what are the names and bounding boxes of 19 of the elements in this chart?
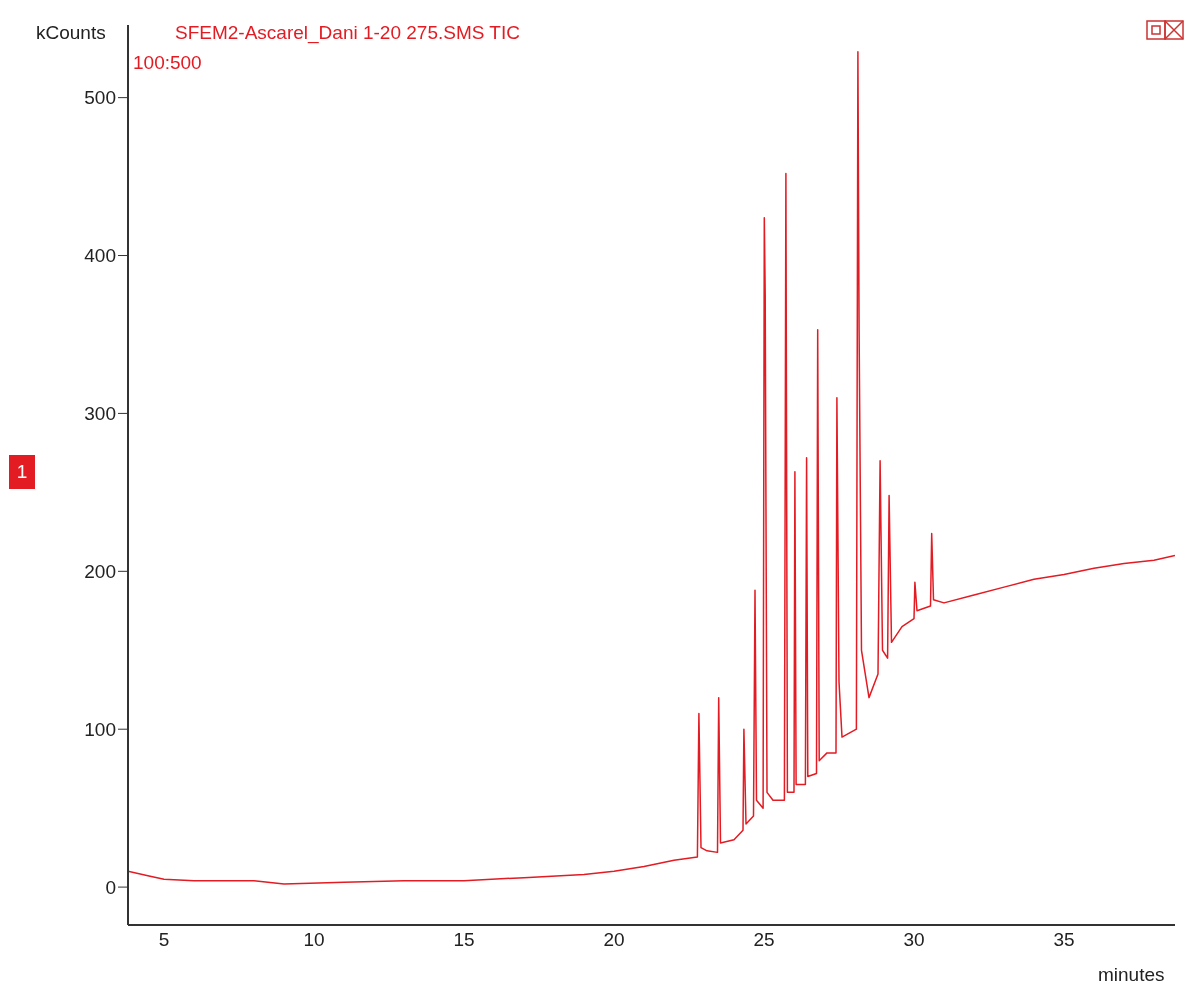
x-tick-label: 5 xyxy=(158,929,170,951)
text: 1 xyxy=(9,455,35,489)
annotation: 100:500 xyxy=(133,52,202,74)
chart-title: SFEM2-Ascarel_Dani 1-20 275.SMS TIC xyxy=(175,22,520,44)
x-tick-label: 15 xyxy=(453,929,475,951)
x-tick-label: 25 xyxy=(753,929,775,951)
y-axis-title: kCounts xyxy=(36,22,106,44)
y-tick-label: 0 xyxy=(105,876,116,898)
y-tick-label: 500 xyxy=(84,87,116,109)
y-tick-label: 400 xyxy=(84,245,116,267)
x-tick-label: 30 xyxy=(903,929,925,951)
x-tick-label: 35 xyxy=(1053,929,1075,951)
x-tick-label: 10 xyxy=(303,929,325,951)
x-axis-title: minutes xyxy=(1098,964,1165,986)
y-tick-label: 300 xyxy=(84,403,116,425)
x-tick-label: 20 xyxy=(603,929,625,951)
y-tick-label: 100 xyxy=(84,718,116,740)
y-tick-label: 200 xyxy=(84,561,116,583)
line-series xyxy=(128,51,1175,885)
